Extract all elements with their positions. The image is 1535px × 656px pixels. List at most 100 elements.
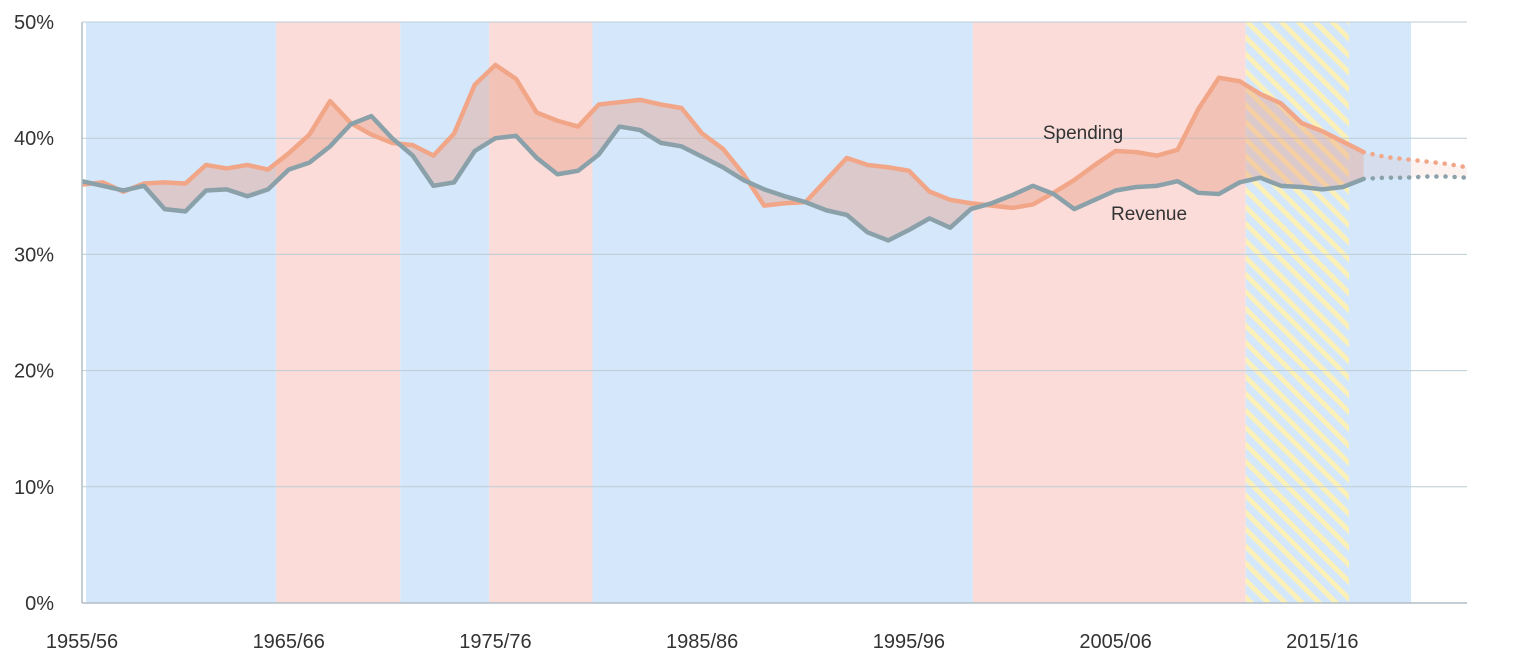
spending-point (226, 168, 227, 169)
series-lines (81, 62, 1470, 243)
revenue-point (1177, 181, 1178, 182)
revenue-point (702, 156, 703, 157)
revenue-point (516, 135, 517, 136)
revenue-line (81, 113, 1365, 243)
spending-point (1218, 77, 1219, 78)
revenue-point (1446, 176, 1447, 177)
spending-point (640, 99, 641, 100)
x-tick-label: 1965/66 (253, 631, 325, 653)
background-band (972, 22, 1246, 603)
revenue-point (309, 162, 310, 163)
spending-point (1136, 152, 1137, 153)
spending-point (908, 170, 909, 171)
spending-point (1384, 156, 1385, 157)
spending-point (1425, 161, 1426, 162)
spending-point (1404, 159, 1405, 160)
revenue-point (454, 182, 455, 183)
revenue-point (784, 196, 785, 197)
y-tick-label: 20% (14, 361, 54, 383)
revenue-point (412, 155, 413, 156)
spending-point (1198, 109, 1199, 110)
background-band (400, 22, 490, 603)
revenue-point (474, 150, 475, 151)
revenue-point (1198, 192, 1199, 193)
spending-point (206, 164, 207, 165)
revenue-point (123, 190, 124, 191)
revenue-line-projected (1361, 174, 1470, 182)
revenue-point (226, 189, 227, 190)
revenue-point (1032, 185, 1033, 186)
revenue-point (929, 218, 930, 219)
spending-point (185, 183, 186, 184)
spending-point (1074, 180, 1075, 181)
background-band (1349, 22, 1412, 603)
revenue-point (722, 167, 723, 168)
revenue-point (268, 189, 269, 190)
series-labels: Spending Revenue (1043, 123, 1187, 225)
spending-label: Spending (1043, 123, 1123, 144)
spending-point (1322, 131, 1323, 132)
spending-point (536, 112, 537, 113)
y-tick-label: 50% (14, 12, 54, 34)
revenue-point (681, 146, 682, 147)
revenue-point (371, 116, 372, 117)
y-tick-label: 30% (14, 244, 54, 266)
spending-point (1446, 163, 1447, 164)
revenue-point (805, 202, 806, 203)
revenue-point (619, 126, 620, 127)
y-tick-labels: 0% 10% 20% 30% 40% 50% (14, 12, 54, 615)
revenue-point (247, 196, 248, 197)
x-tick-label: 1985/86 (666, 631, 738, 653)
spending-point (743, 174, 744, 175)
revenue-point (1136, 187, 1137, 188)
y-tick-label: 0% (25, 593, 54, 615)
revenue-point (1425, 176, 1426, 177)
revenue-point (1342, 187, 1343, 188)
revenue-point (392, 138, 393, 139)
revenue-point (350, 124, 351, 125)
spending-point (681, 107, 682, 108)
spending-point (1115, 150, 1116, 151)
revenue-point (950, 227, 951, 228)
revenue-point (660, 142, 661, 143)
spending-point (619, 102, 620, 103)
spending-point (1260, 94, 1261, 95)
spending-point (784, 203, 785, 204)
spending-point (660, 104, 661, 105)
spending-point (888, 167, 889, 168)
revenue-point (1363, 178, 1364, 179)
spending-point (1363, 152, 1364, 153)
background-band (86, 22, 277, 603)
revenue-point (1074, 209, 1075, 210)
revenue-point (846, 214, 847, 215)
spending-point (412, 145, 413, 146)
revenue-point (1115, 190, 1116, 191)
spending-point (392, 142, 393, 143)
revenue-point (1094, 199, 1095, 200)
spending-point (867, 164, 868, 165)
revenue-point (1384, 177, 1385, 178)
axes (81, 22, 1467, 604)
spending-point (950, 199, 951, 200)
revenue-point (888, 240, 889, 241)
x-tick-labels: 1955/56 1965/66 1975/76 1985/86 1995/96 2005/… (46, 631, 1359, 653)
revenue-point (970, 209, 971, 210)
spending-point (288, 153, 289, 154)
revenue-point (102, 185, 103, 186)
revenue-point (1239, 182, 1240, 183)
spending-point (1012, 207, 1013, 208)
revenue-point (764, 189, 765, 190)
background-band (592, 22, 973, 603)
revenue-point (867, 232, 868, 233)
revenue-point (185, 211, 186, 212)
spending-point (1094, 164, 1095, 165)
spending-point (268, 169, 269, 170)
x-tick-label: 1955/56 (46, 631, 118, 653)
revenue-point (1260, 177, 1261, 178)
revenue-point (1053, 193, 1054, 194)
revenue-point (330, 146, 331, 147)
background-band (276, 22, 401, 603)
spending-point (557, 120, 558, 121)
x-tick-label: 2005/06 (1079, 631, 1151, 653)
background-bands (86, 22, 1412, 603)
